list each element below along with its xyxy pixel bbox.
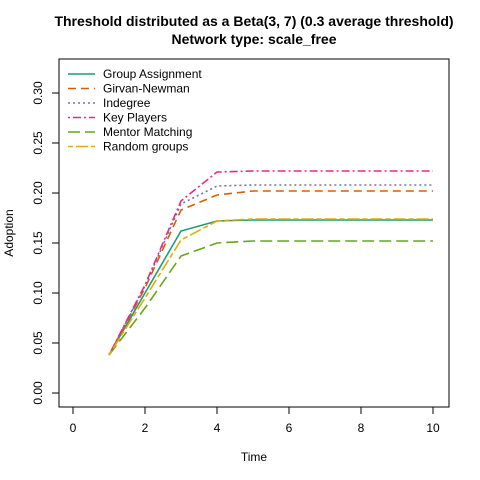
y-tick-label: 0.05 — [31, 331, 45, 355]
x-axis-label: Time — [241, 450, 268, 464]
y-tick-label: 0.30 — [31, 81, 45, 105]
chart-title: Threshold distributed as a Beta(3, 7) (0… — [54, 13, 453, 29]
x-tick-label: 2 — [142, 421, 149, 435]
legend-label: Group Assignment — [103, 67, 202, 81]
series-line — [108, 219, 433, 356]
x-axis: 0 2 4 6 8 10 — [70, 406, 440, 435]
legend-label: Key Players — [103, 111, 167, 125]
legend-label: Girvan-Newman — [103, 82, 190, 96]
series-line — [108, 190, 433, 356]
y-axis: 0.00 0.05 0.10 0.15 0.20 0.25 0.30 — [31, 81, 60, 405]
y-tick-label: 0.20 — [31, 181, 45, 205]
legend-label: Mentor Matching — [103, 125, 192, 139]
series-line — [108, 218, 433, 356]
y-tick-label: 0.15 — [31, 231, 45, 255]
x-tick-label: 0 — [70, 421, 77, 435]
x-tick-label: 6 — [286, 421, 293, 435]
series-line — [108, 240, 433, 356]
chart-subtitle: Network type: scale_free — [172, 31, 337, 47]
series-line — [108, 170, 433, 356]
series-lines — [108, 170, 433, 356]
series-line — [108, 184, 433, 356]
legend: Group AssignmentGirvan-NewmanIndegreeKey… — [68, 67, 202, 154]
y-tick-label: 0.10 — [31, 281, 45, 305]
legend-label: Random groups — [103, 140, 188, 154]
y-tick-label: 0.25 — [31, 131, 45, 155]
x-tick-label: 4 — [214, 421, 221, 435]
legend-label: Indegree — [103, 96, 151, 110]
y-axis-label: Adoption — [2, 209, 16, 256]
y-tick-label: 0.00 — [31, 381, 45, 405]
x-tick-label: 8 — [358, 421, 365, 435]
x-tick-label: 10 — [426, 421, 440, 435]
